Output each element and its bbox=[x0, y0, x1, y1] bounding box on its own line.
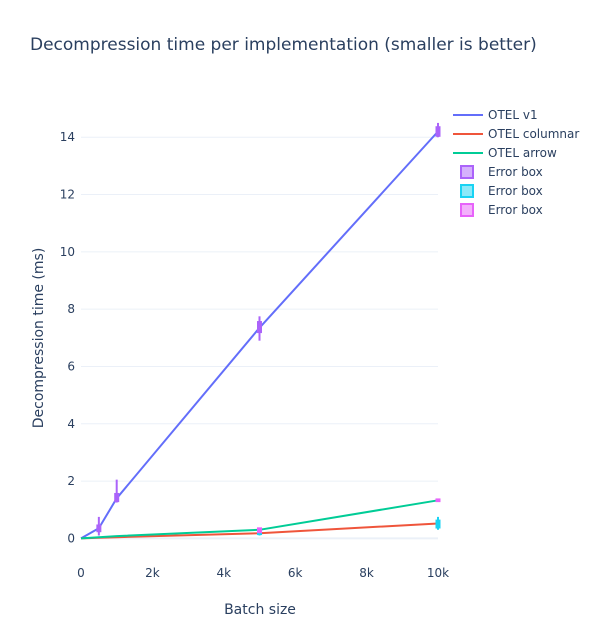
legend-label: OTEL v1 bbox=[488, 108, 538, 122]
x-axis-ticks: 0 2k 4k 6k 8k 10k bbox=[77, 566, 449, 580]
y-tick-label: 2 bbox=[67, 474, 75, 488]
legend-label: Error box bbox=[488, 165, 543, 179]
y-tick-label: 12 bbox=[60, 188, 75, 202]
x-tick-label: 8k bbox=[359, 566, 374, 580]
legend: OTEL v1 OTEL columnar OTEL arrow Error box E… bbox=[453, 108, 579, 217]
chart-title: Decompression time per implementation (s… bbox=[30, 35, 537, 55]
legend-box-swatch bbox=[460, 203, 474, 217]
error-box bbox=[257, 321, 262, 334]
legend-label: Error box bbox=[488, 203, 543, 217]
y-tick-label: 10 bbox=[60, 245, 75, 259]
x-tick-label: 6k bbox=[288, 566, 303, 580]
error-box bbox=[114, 492, 120, 503]
x-tick-label: 0 bbox=[77, 566, 85, 580]
error-box bbox=[435, 126, 441, 137]
x-tick-label: 4k bbox=[217, 566, 232, 580]
error-box bbox=[257, 527, 262, 534]
legend-label: OTEL columnar bbox=[488, 127, 579, 141]
y-axis-ticks: 0 2 4 6 8 10 12 14 bbox=[60, 130, 75, 545]
error-box bbox=[435, 498, 441, 503]
legend-label: Error box bbox=[488, 184, 543, 198]
series-line bbox=[80, 499, 439, 540]
error-box bbox=[435, 519, 441, 529]
legend-box-swatch bbox=[460, 184, 474, 198]
grid bbox=[81, 136, 438, 540]
x-axis-title: Batch size bbox=[224, 602, 296, 618]
y-tick-label: 8 bbox=[67, 302, 75, 316]
y-tick-label: 4 bbox=[67, 417, 75, 431]
y-tick-label: 6 bbox=[67, 359, 75, 373]
y-axis-title: Decompression time (ms) bbox=[31, 248, 47, 429]
legend-box-swatch bbox=[460, 165, 474, 179]
x-tick-label: 2k bbox=[145, 566, 160, 580]
legend-label: OTEL arrow bbox=[488, 146, 557, 160]
x-tick-label: 10k bbox=[427, 566, 449, 580]
y-tick-label: 0 bbox=[67, 531, 75, 545]
y-tick-label: 14 bbox=[60, 130, 75, 144]
error-boxes bbox=[96, 122, 441, 536]
error-box bbox=[96, 524, 102, 533]
